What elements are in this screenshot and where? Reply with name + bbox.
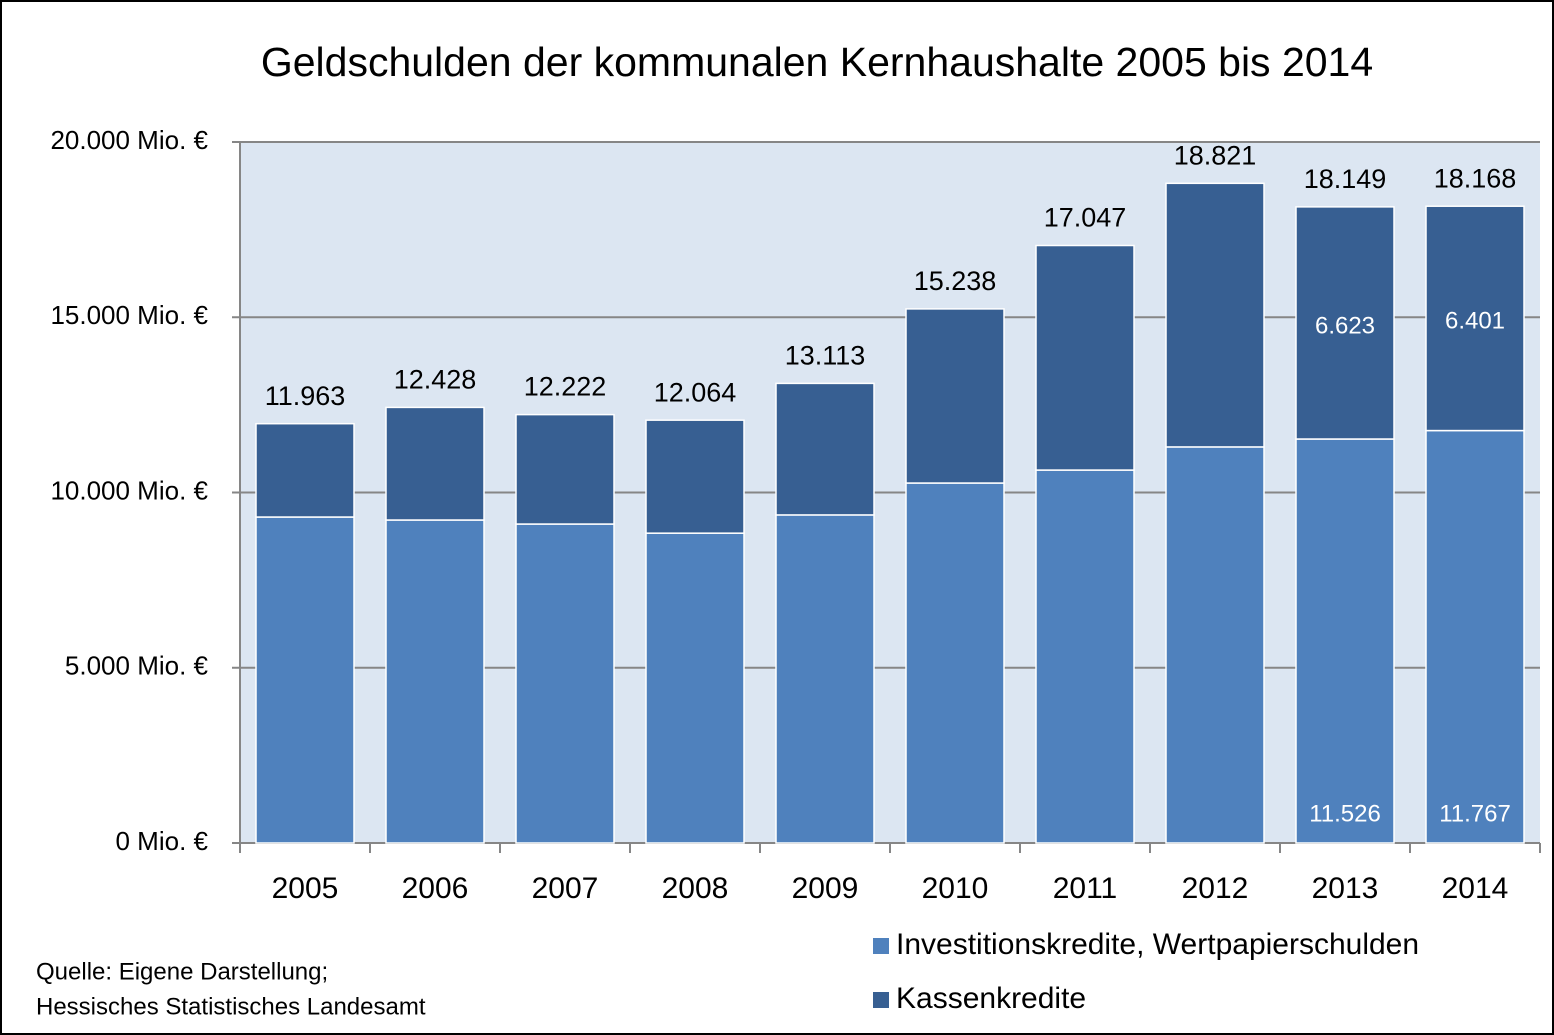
bar-segment [1425,205,1525,432]
y-tick-label: 20.000 Mio. € [50,125,208,155]
y-tick-label: 5.000 Mio. € [65,651,209,681]
x-tick-label: 2008 [662,872,729,905]
source-note: Hessisches Statistisches Landesamt [36,993,426,1020]
segment-label: 11.767 [1439,800,1511,827]
x-tick-label: 2005 [272,872,339,905]
y-tick-label: 0 Mio. € [116,826,209,856]
legend-swatch [873,938,889,954]
bar-segment [775,382,875,516]
x-tick-label: 2014 [1442,872,1509,905]
y-tick-label: 10.000 Mio. € [50,475,208,505]
bar-segment [255,516,355,844]
total-label: 15.238 [914,266,997,296]
source-note: Quelle: Eigene Darstellung; [36,958,328,985]
total-label: 13.113 [785,341,866,371]
segment-label: 11.526 [1309,800,1381,827]
total-label: 11.963 [265,381,346,411]
bar-segment [1165,182,1265,448]
bar-segment [645,532,745,844]
bar-segment [1295,438,1395,844]
x-tick-label: 2013 [1312,872,1379,905]
bar-segment [905,482,1005,844]
y-tick-label: 15.000 Mio. € [50,300,208,330]
total-label: 17.047 [1044,203,1127,233]
bar-segment [515,413,615,525]
bar-segment [905,308,1005,484]
x-tick-label: 2010 [922,872,989,905]
legend-label: Investitionskredite, Wertpapierschulden [896,928,1419,961]
bar-segment [1425,429,1525,844]
segment-label: 6.401 [1445,308,1505,335]
bar-segment [775,514,875,844]
total-label: 12.222 [524,372,607,402]
x-tick-label: 2011 [1053,872,1118,905]
bar-segment [1295,206,1395,440]
bar-segment [645,419,745,534]
bar-segment [385,519,485,844]
total-label: 18.821 [1174,140,1257,170]
total-label: 12.428 [394,365,477,395]
bar-segment [1035,244,1135,471]
total-label: 18.168 [1434,163,1517,193]
chart-title: Geldschulden der kommunalen Kernhaushalt… [261,39,1373,85]
bar-segment [1035,469,1135,844]
total-label: 18.149 [1304,164,1387,194]
bar-segment [255,422,355,518]
x-tick-label: 2006 [402,872,469,905]
x-tick-label: 2009 [792,872,859,905]
x-tick-label: 2007 [532,872,599,905]
total-label: 12.064 [654,377,737,407]
x-tick-label: 2012 [1182,872,1249,905]
bar-segment [515,523,615,844]
segment-label: 6.623 [1315,312,1375,339]
legend-label: Kassenkredite [896,982,1086,1015]
bar-segment [1165,446,1265,844]
legend-swatch [873,992,889,1008]
bar-segment [385,406,485,521]
